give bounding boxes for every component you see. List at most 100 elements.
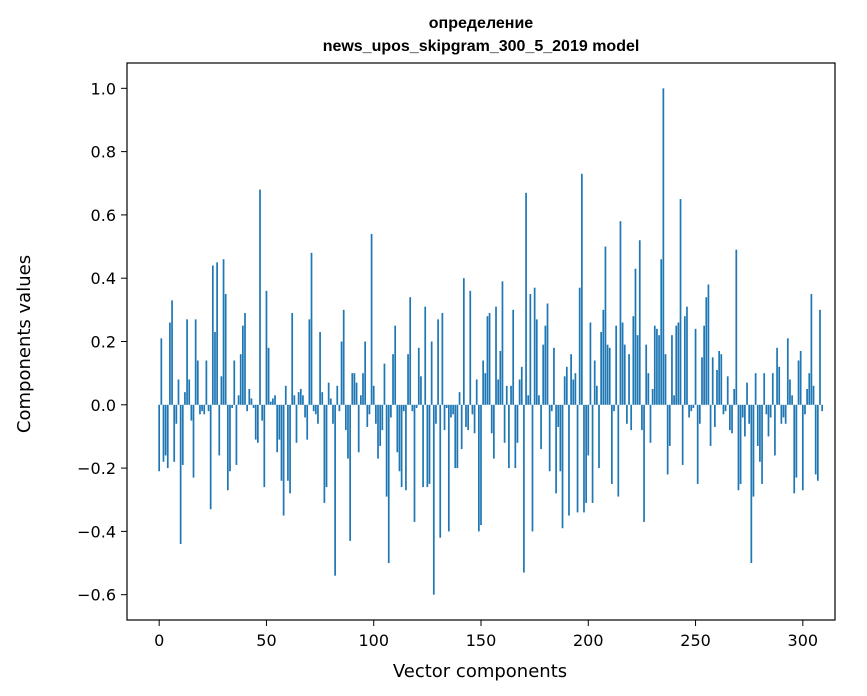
bar xyxy=(647,373,650,405)
bar xyxy=(671,335,673,405)
bar xyxy=(299,388,302,405)
bar xyxy=(497,379,500,405)
bar xyxy=(390,404,392,418)
bar xyxy=(780,404,783,424)
bar xyxy=(291,313,294,405)
bar xyxy=(169,322,171,405)
bar xyxy=(375,404,377,424)
bar xyxy=(385,404,388,497)
bar xyxy=(793,404,796,494)
bar xyxy=(226,404,229,491)
bar xyxy=(703,325,705,405)
bar xyxy=(201,404,203,412)
bar xyxy=(261,404,264,421)
bar xyxy=(804,404,806,415)
bar xyxy=(653,325,656,405)
bar xyxy=(443,404,446,431)
bar xyxy=(480,404,482,526)
bar xyxy=(782,404,785,418)
bar xyxy=(619,221,622,405)
bar xyxy=(587,404,590,456)
bar xyxy=(426,404,429,488)
bar xyxy=(643,404,645,522)
bar xyxy=(160,338,163,405)
bar xyxy=(756,404,759,446)
bar xyxy=(424,306,427,405)
bar xyxy=(801,404,804,491)
bar xyxy=(229,404,231,472)
bar xyxy=(799,350,802,405)
bar xyxy=(349,404,351,541)
bar xyxy=(578,287,581,405)
bar xyxy=(761,404,763,484)
bar xyxy=(789,379,791,405)
bar xyxy=(816,404,819,481)
bar xyxy=(617,404,620,497)
bar xyxy=(467,404,469,431)
bar xyxy=(510,385,512,405)
bar xyxy=(821,404,823,412)
bar xyxy=(701,357,703,405)
bar xyxy=(282,404,285,516)
bar xyxy=(321,392,324,405)
bar xyxy=(297,392,300,405)
bar xyxy=(366,404,369,427)
bar xyxy=(411,404,414,412)
bar xyxy=(244,313,246,405)
bar xyxy=(214,332,216,405)
bar xyxy=(724,404,727,412)
bar xyxy=(632,316,635,405)
bar xyxy=(630,404,633,431)
bar xyxy=(179,404,182,545)
bar xyxy=(478,404,480,532)
bar xyxy=(675,325,678,405)
bar xyxy=(347,404,349,459)
bar xyxy=(621,322,624,405)
bar xyxy=(611,404,613,484)
bar xyxy=(808,373,811,405)
bar xyxy=(531,404,534,532)
bar xyxy=(744,404,746,437)
y-axis: −0.6 −0.4 −0.2 0.0 0.2 0.4 0.6 0.8 1.0 xyxy=(77,79,127,605)
bar xyxy=(278,404,281,440)
bar xyxy=(484,373,487,405)
bar xyxy=(269,401,272,405)
bar xyxy=(370,233,373,405)
bar xyxy=(493,404,495,459)
bar xyxy=(683,316,686,405)
bar xyxy=(795,404,798,478)
bar xyxy=(329,398,332,405)
bar xyxy=(248,388,251,405)
bar xyxy=(722,404,725,415)
x-tick-label: 0 xyxy=(154,631,164,650)
bar xyxy=(465,404,467,427)
bar xyxy=(338,404,341,412)
bar xyxy=(394,325,397,405)
bar xyxy=(417,347,420,405)
bar xyxy=(413,404,416,522)
x-tick-label: 50 xyxy=(256,631,276,650)
bar xyxy=(589,322,592,405)
bar xyxy=(203,404,206,415)
bar xyxy=(686,306,688,405)
bar xyxy=(726,376,729,405)
bar xyxy=(242,325,244,405)
bar xyxy=(525,192,527,405)
bar xyxy=(754,373,757,405)
bar xyxy=(207,404,210,412)
bar xyxy=(677,322,680,405)
bar xyxy=(546,303,549,405)
bar xyxy=(791,395,793,405)
bar xyxy=(344,404,347,431)
bar xyxy=(239,354,242,405)
bar xyxy=(784,404,787,424)
bar xyxy=(518,379,521,405)
bar xyxy=(681,404,684,465)
bar xyxy=(196,360,199,405)
bar xyxy=(158,404,161,472)
bar xyxy=(209,404,212,510)
bar xyxy=(422,404,424,488)
bar xyxy=(379,404,382,446)
bar xyxy=(553,347,555,405)
y-tick-label: −0.2 xyxy=(77,459,116,478)
